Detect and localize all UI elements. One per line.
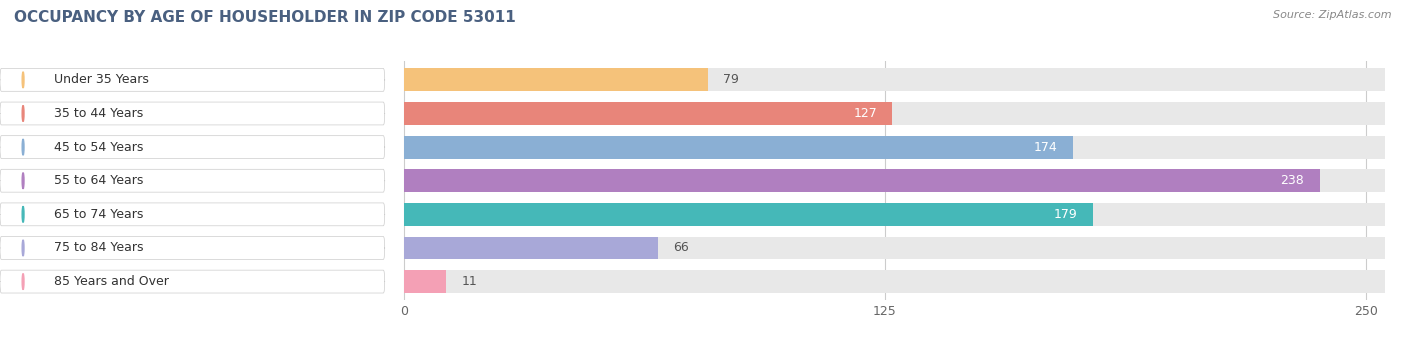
Bar [404,136,1385,159]
Bar [404,69,1385,91]
Circle shape [22,72,24,88]
Bar [404,136,1073,159]
Circle shape [22,273,24,290]
FancyBboxPatch shape [0,237,385,260]
Text: 75 to 84 Years: 75 to 84 Years [53,241,143,254]
FancyBboxPatch shape [0,169,385,192]
Bar [404,102,1385,125]
Bar [404,169,1385,192]
Text: 85 Years and Over: 85 Years and Over [53,275,169,288]
Circle shape [22,173,24,189]
Bar [404,102,893,125]
FancyBboxPatch shape [0,136,385,159]
Text: 35 to 44 Years: 35 to 44 Years [53,107,143,120]
Bar [404,237,658,260]
Bar [404,270,446,293]
Text: Under 35 Years: Under 35 Years [53,73,149,86]
Bar [404,270,1385,293]
Text: 79: 79 [723,73,740,86]
Text: 127: 127 [853,107,877,120]
Circle shape [22,206,24,222]
FancyBboxPatch shape [0,203,385,226]
Text: 238: 238 [1281,174,1305,187]
Circle shape [22,139,24,155]
Text: 45 to 54 Years: 45 to 54 Years [53,140,143,153]
Text: 179: 179 [1053,208,1077,221]
Text: OCCUPANCY BY AGE OF HOUSEHOLDER IN ZIP CODE 53011: OCCUPANCY BY AGE OF HOUSEHOLDER IN ZIP C… [14,10,516,25]
Text: 66: 66 [673,241,689,254]
Text: 174: 174 [1035,140,1057,153]
Bar [404,237,1385,260]
Text: 11: 11 [461,275,478,288]
Circle shape [22,240,24,256]
Bar [404,69,707,91]
Text: 65 to 74 Years: 65 to 74 Years [53,208,143,221]
Circle shape [22,105,24,121]
FancyBboxPatch shape [0,270,385,293]
Bar [404,203,1385,226]
Text: 55 to 64 Years: 55 to 64 Years [53,174,143,187]
FancyBboxPatch shape [0,69,385,91]
FancyBboxPatch shape [0,102,385,125]
Text: Source: ZipAtlas.com: Source: ZipAtlas.com [1274,10,1392,20]
Bar [404,169,1319,192]
Bar [404,203,1092,226]
